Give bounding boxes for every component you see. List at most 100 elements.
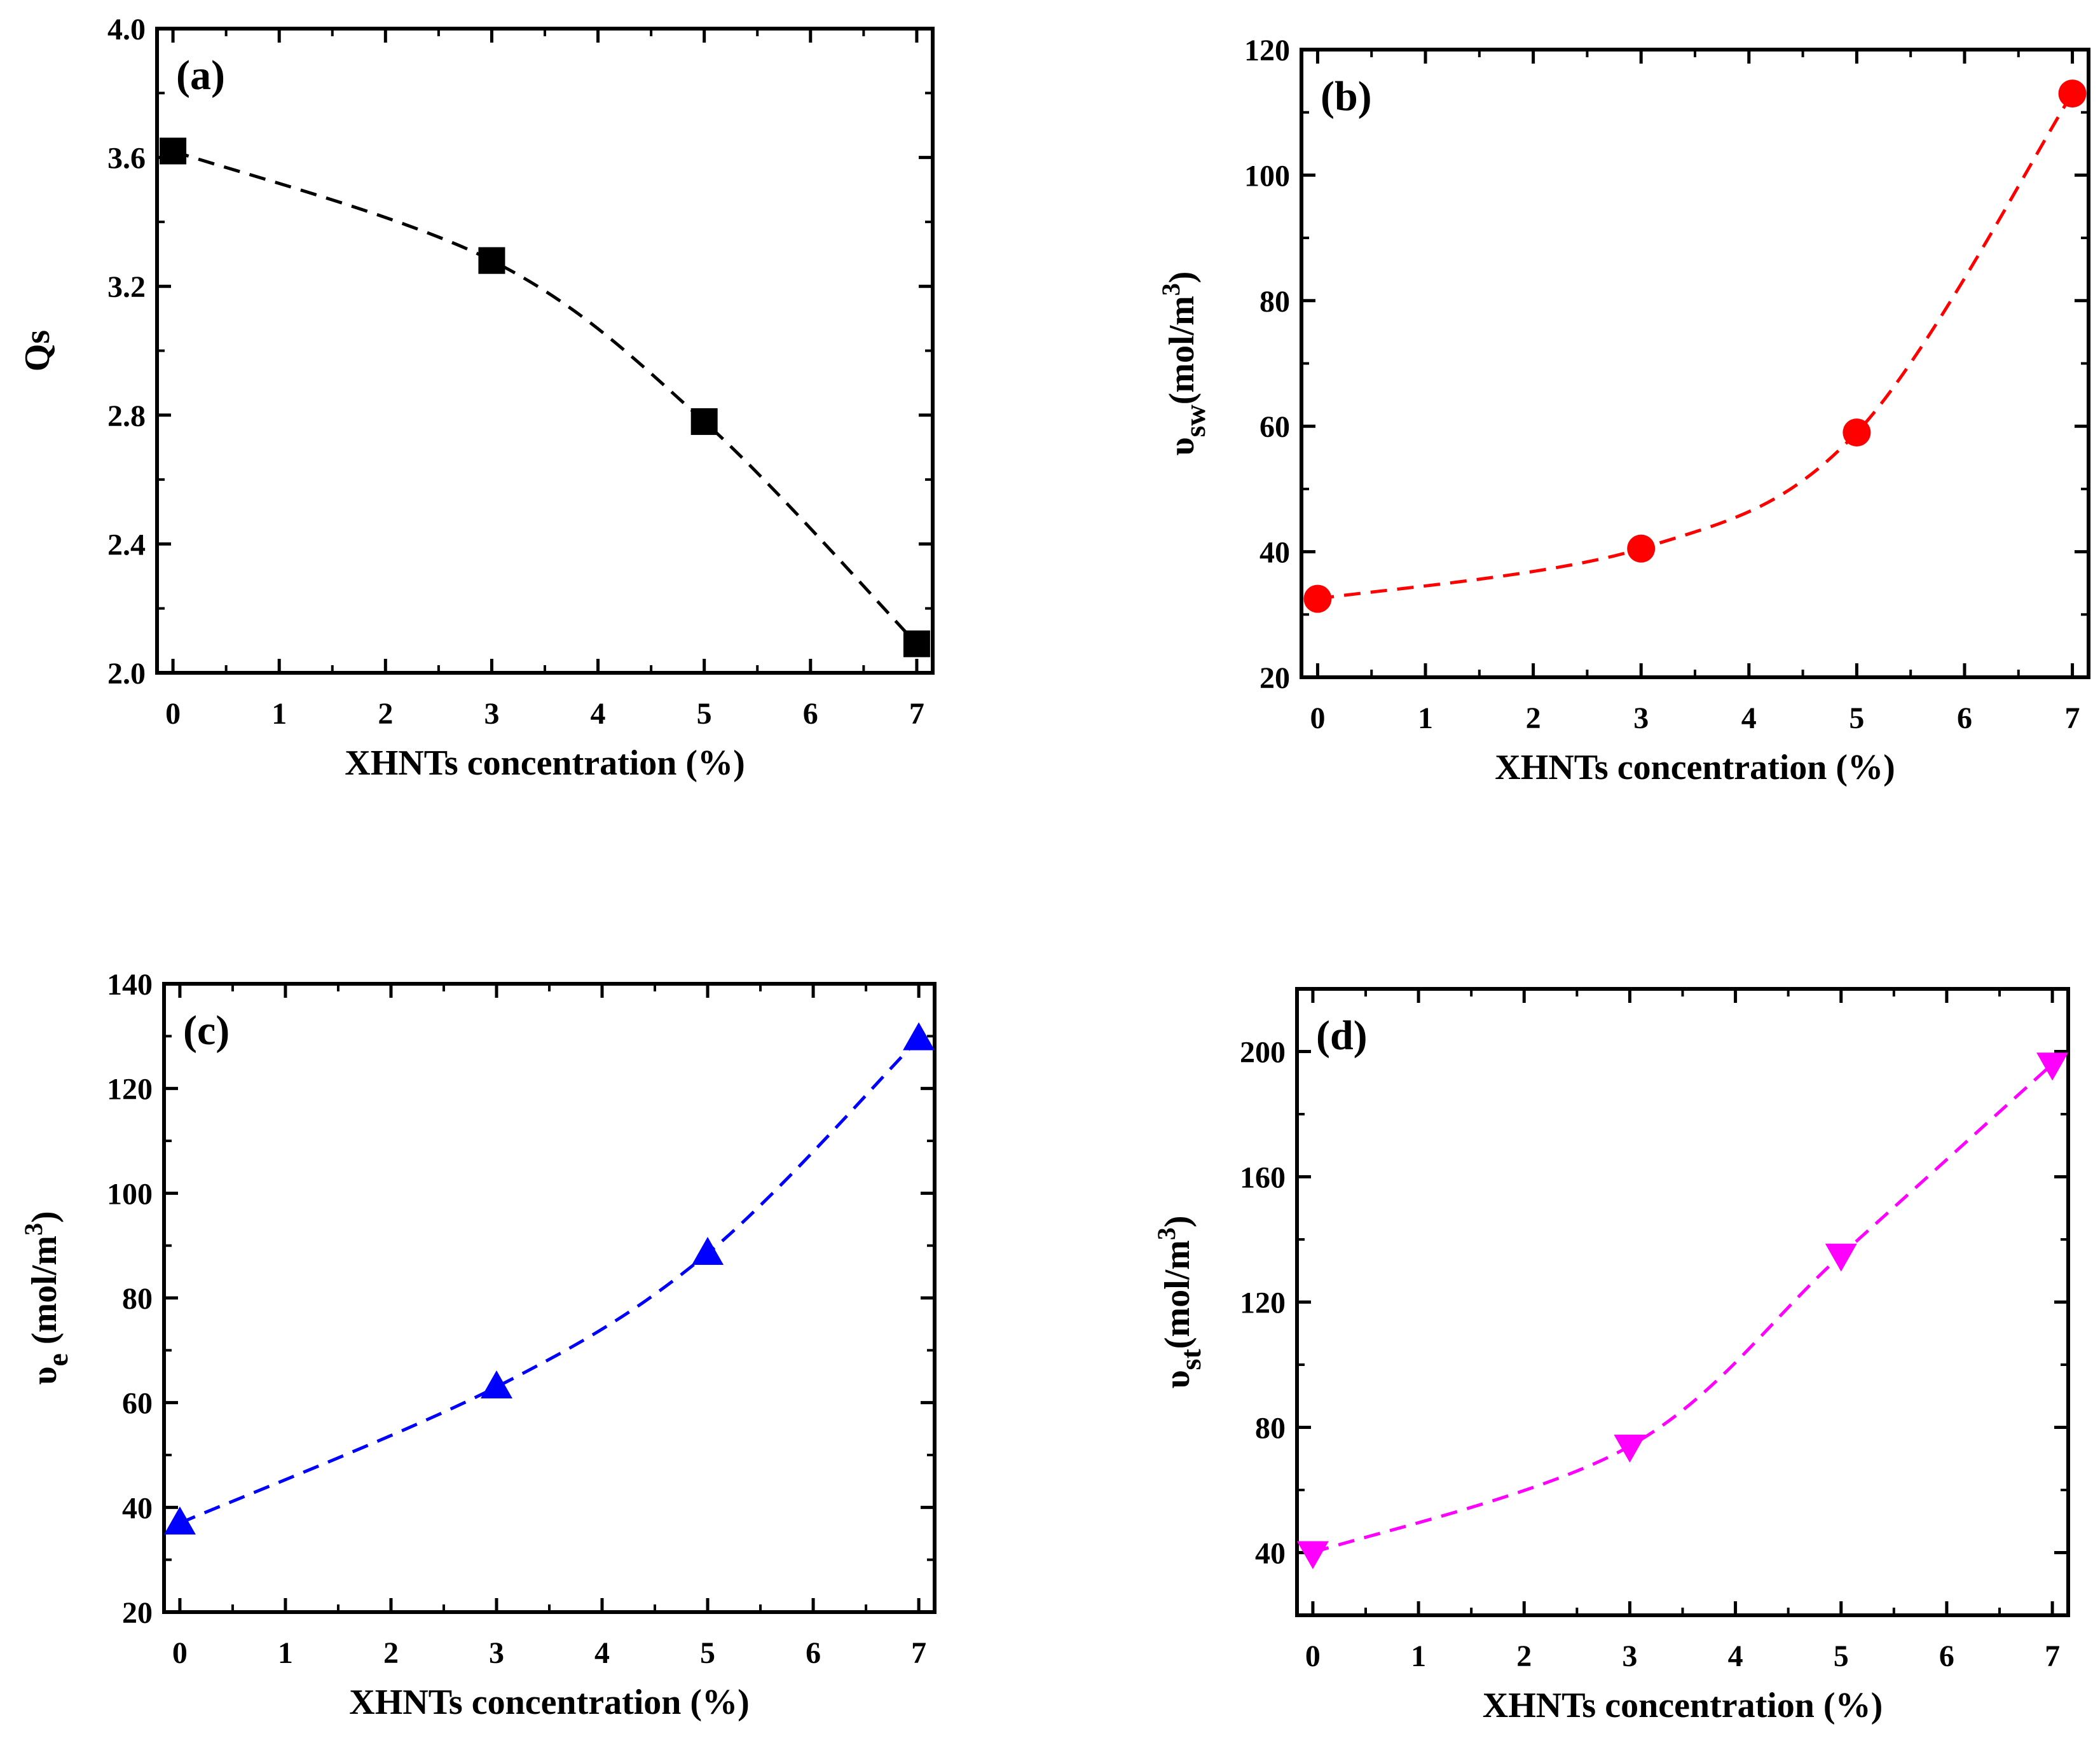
- data-point-triangle-down: [2036, 1052, 2069, 1081]
- x-tick-label: 6: [803, 697, 818, 731]
- x-tick-label: 1: [1418, 701, 1433, 735]
- x-tick-label: 7: [2045, 1639, 2060, 1673]
- y-tick-label: 3.2: [107, 270, 146, 304]
- x-tick-label: 6: [806, 1636, 821, 1670]
- y-axis-unit: (mol/m: [25, 1236, 64, 1353]
- plot-frame: [155, 27, 935, 675]
- x-tick-label: 3: [489, 1636, 504, 1670]
- chart-panel-1: 0 1 2 3 4 5 6 7 20 40 60 80 100 120 (b) XHNTs concentra…: [1156, 34, 2090, 787]
- y-tick-label: 120: [1240, 1286, 1286, 1320]
- y-axis-superscript: 3: [19, 1223, 48, 1236]
- data-point-circle: [1627, 534, 1656, 563]
- data-point-triangle-up: [903, 1022, 935, 1051]
- x-axis-title: XHNTs concentration (%): [345, 743, 745, 783]
- y-tick-label: 100: [1244, 159, 1290, 193]
- data-point-triangle-down: [1825, 1243, 1857, 1272]
- y-axis-unit: (mol/m: [1162, 296, 1202, 404]
- data-point-circle: [2058, 79, 2087, 108]
- y-tick-label: 80: [1255, 1412, 1286, 1445]
- y-tick-label: 140: [107, 968, 153, 1002]
- data-point-triangle-down: [1296, 1541, 1329, 1569]
- chart-panel-2: 0 1 2 3 4 5 6 7 20 40 60 80 100 120 140 (c) XHNTs concen…: [19, 968, 937, 1722]
- x-tick-label: 3: [484, 697, 499, 731]
- data-point-triangle-down: [1614, 1435, 1646, 1463]
- y-tick-label: 2.0: [107, 657, 146, 691]
- y-axis-unit: (mol/m: [1158, 1240, 1197, 1349]
- y-tick-label: 4.0: [107, 13, 146, 46]
- y-tick-label: 200: [1240, 1036, 1286, 1070]
- x-tick-label: 1: [278, 1636, 293, 1670]
- x-tick-label: 7: [911, 1636, 926, 1670]
- y-axis-unit-close: ): [1162, 272, 1202, 284]
- panel-label: (d): [1316, 1012, 1368, 1059]
- x-tick-label: 4: [1741, 701, 1757, 735]
- series-line: [179, 1037, 920, 1525]
- y-tick-label: 2.8: [107, 399, 146, 433]
- y-axis-title: υsw(mol/m3): [1156, 272, 1211, 456]
- data-point-square: [160, 137, 187, 165]
- y-tick-label: 80: [122, 1282, 153, 1316]
- y-tick-label: 120: [1244, 34, 1290, 67]
- panel-label: (c): [183, 1007, 230, 1054]
- panel-label: (b): [1321, 73, 1372, 120]
- x-tick-label: 7: [2065, 701, 2080, 735]
- data-point-square: [690, 408, 718, 435]
- y-tick-label: 40: [122, 1491, 153, 1525]
- x-tick-label: 5: [697, 697, 712, 731]
- y-tick-label: 40: [1255, 1537, 1286, 1571]
- y-axis-symbol: υ: [1158, 1370, 1197, 1388]
- y-axis-superscript: 3: [1156, 283, 1185, 296]
- y-tick-label: 60: [1259, 410, 1290, 444]
- x-tick-label: 1: [1411, 1639, 1426, 1673]
- x-axis-title: XHNTs concentration (%): [1495, 748, 1895, 787]
- y-tick-label: 20: [122, 1596, 153, 1630]
- x-tick-label: 4: [1728, 1639, 1743, 1673]
- x-tick-label: 5: [1834, 1639, 1849, 1673]
- x-axis-title: XHNTs concentration (%): [1483, 1686, 1883, 1725]
- x-tick-label: 0: [172, 1636, 188, 1670]
- panel-label: (a): [176, 52, 225, 99]
- x-tick-label: 2: [378, 697, 393, 731]
- x-tick-label: 6: [1957, 701, 1972, 735]
- x-tick-label: 5: [700, 1636, 715, 1670]
- y-axis-symbol: Qs: [18, 330, 57, 371]
- y-tick-label: 80: [1259, 285, 1290, 319]
- x-tick-label: 2: [383, 1636, 399, 1670]
- data-point-circle: [1303, 584, 1332, 613]
- y-axis-symbol: υ: [25, 1367, 64, 1385]
- series-line: [172, 149, 918, 645]
- y-tick-label: 120: [107, 1073, 153, 1107]
- y-axis-subscript: sw: [1179, 404, 1211, 437]
- plot-frame: [162, 982, 937, 1614]
- y-axis-unit-close: ): [25, 1211, 64, 1223]
- x-tick-label: 4: [594, 1636, 610, 1670]
- y-axis-subscript: st: [1174, 1349, 1207, 1370]
- plot-frame: [1295, 987, 2070, 1617]
- data-point-square: [903, 630, 930, 658]
- y-tick-label: 160: [1240, 1161, 1286, 1195]
- series-line: [1317, 92, 2074, 601]
- y-axis-title: υst(mol/m3): [1152, 1215, 1207, 1388]
- data-point-circle: [1843, 418, 1871, 447]
- x-tick-label: 7: [909, 697, 924, 731]
- x-axis-title: XHNTs concentration (%): [349, 1683, 749, 1722]
- x-tick-label: 3: [1622, 1639, 1637, 1673]
- x-tick-label: 0: [1305, 1639, 1321, 1673]
- data-point-triangle-up: [692, 1237, 724, 1266]
- x-tick-label: 0: [165, 697, 181, 731]
- y-tick-label: 60: [122, 1387, 153, 1421]
- chart-panel-3: 0 1 2 3 4 5 6 7 40 80 120 160 200 (d) XHNTs concentrat…: [1152, 987, 2070, 1725]
- plot-frame: [1300, 48, 2090, 679]
- data-point-triangle-up: [163, 1507, 196, 1535]
- y-axis-title: Qs: [18, 330, 57, 371]
- series-line: [1312, 1063, 2054, 1554]
- y-axis-superscript: 3: [1152, 1227, 1181, 1240]
- y-tick-label: 100: [107, 1177, 153, 1211]
- x-tick-label: 0: [1310, 701, 1325, 735]
- x-tick-label: 6: [1939, 1639, 1954, 1673]
- chart-panel-0: 0 1 2 3 4 5 6 7 2.0 2.4 2.8 3.2 3.6 4.0 (a) XHNTs conce…: [18, 13, 935, 783]
- y-tick-label: 2.4: [107, 528, 146, 562]
- x-tick-label: 2: [1516, 1639, 1532, 1673]
- x-tick-label: 5: [1849, 701, 1864, 735]
